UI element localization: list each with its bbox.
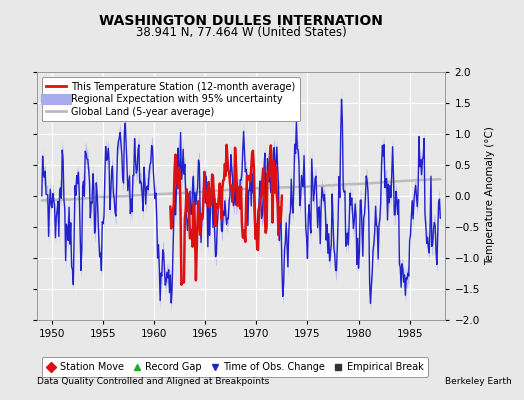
- Text: Berkeley Earth: Berkeley Earth: [445, 377, 512, 386]
- Legend: Station Move, Record Gap, Time of Obs. Change, Empirical Break: Station Move, Record Gap, Time of Obs. C…: [41, 357, 428, 377]
- Text: 38.941 N, 77.464 W (United States): 38.941 N, 77.464 W (United States): [136, 26, 346, 39]
- Text: WASHINGTON DULLES INTERNATION: WASHINGTON DULLES INTERNATION: [99, 14, 383, 28]
- Text: Data Quality Controlled and Aligned at Breakpoints: Data Quality Controlled and Aligned at B…: [37, 377, 269, 386]
- Y-axis label: Temperature Anomaly (°C): Temperature Anomaly (°C): [485, 126, 495, 266]
